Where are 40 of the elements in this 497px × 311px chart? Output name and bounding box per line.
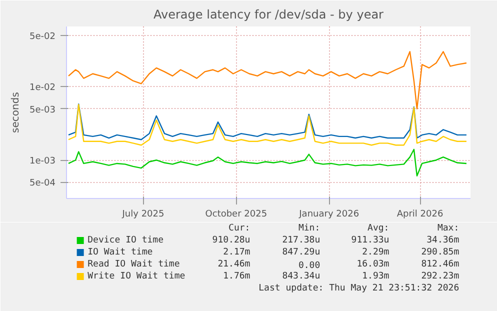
text: 911.33u bbox=[351, 236, 390, 246]
y-tick-label: 5e-02 bbox=[30, 32, 56, 42]
line-series bbox=[68, 148, 468, 176]
text: Cur: bbox=[228, 224, 250, 234]
text: 2.29m bbox=[362, 248, 390, 258]
text: 1.93m bbox=[362, 272, 390, 282]
y-tick-label: 5e-03 bbox=[30, 105, 56, 116]
text: Avg: bbox=[368, 224, 390, 234]
text: 812.46m bbox=[421, 260, 460, 270]
text: Max: bbox=[437, 224, 460, 234]
text: 34.36m bbox=[426, 236, 460, 246]
text: 843.34u bbox=[282, 272, 320, 282]
y-tick-label: 1e-03 bbox=[30, 156, 56, 167]
legend-label: Write IO Wait time bbox=[88, 272, 186, 282]
text: Last update: Thu May 21 23:51:32 2026 bbox=[258, 284, 460, 294]
line-series bbox=[68, 51, 468, 110]
text: 217.38u bbox=[282, 236, 320, 246]
line-series bbox=[68, 104, 468, 146]
text: 0.00 bbox=[298, 261, 320, 271]
text: 910.28u bbox=[212, 236, 250, 246]
text: 847.29u bbox=[282, 248, 320, 258]
line-series bbox=[68, 103, 468, 140]
legend-label: Read IO Wait time bbox=[88, 260, 180, 270]
text: 2.17m bbox=[223, 248, 250, 258]
y-tick-label: 1e-02 bbox=[30, 83, 56, 94]
text: 292.23m bbox=[421, 272, 460, 282]
chart-title: Average latency for /dev/sda - by year bbox=[154, 8, 384, 22]
x-tick-label: April 2026 bbox=[396, 210, 444, 220]
text: 290.85m bbox=[421, 248, 460, 258]
legend-label: Device IO time bbox=[88, 236, 164, 246]
y-tick-label: 5e-04 bbox=[30, 178, 56, 189]
text: 21.46m bbox=[218, 260, 250, 270]
legend-label: IO Wait time bbox=[88, 248, 153, 258]
x-tick-label: October 2025 bbox=[205, 210, 268, 220]
x-tick-label: July 2025 bbox=[121, 210, 164, 220]
text: 1.76m bbox=[223, 272, 250, 282]
y-axis-title: seconds bbox=[10, 92, 22, 133]
text: Min: bbox=[298, 224, 320, 234]
text: 16.03m bbox=[356, 260, 390, 270]
x-tick-label: January 2026 bbox=[298, 210, 360, 220]
